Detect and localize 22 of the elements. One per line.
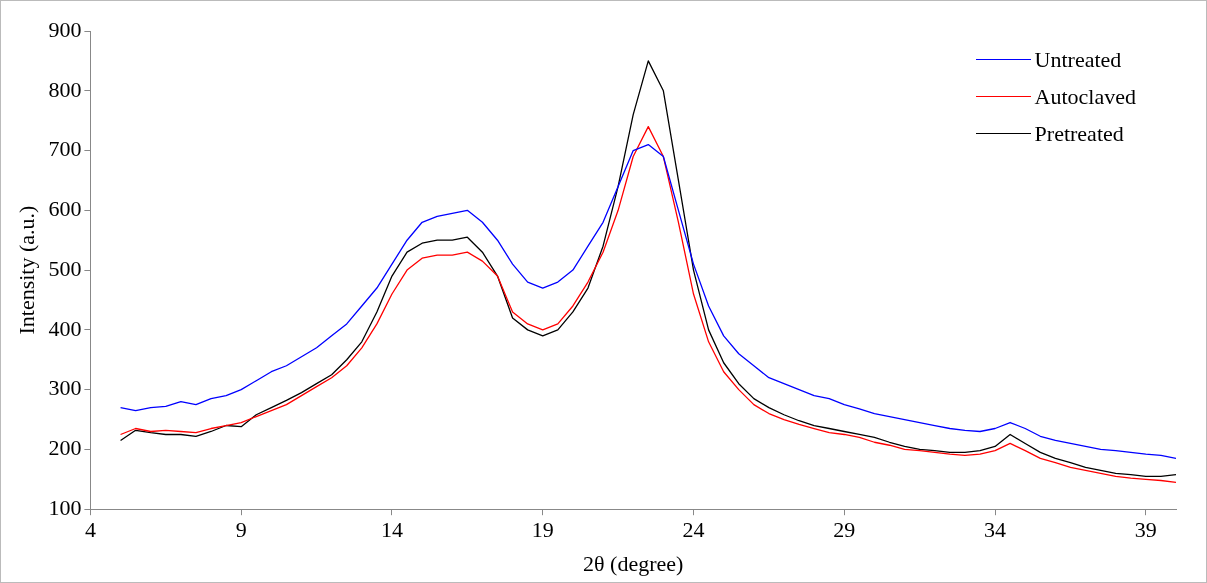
x-tick-label: 24 <box>682 517 705 543</box>
y-tick-label: 900 <box>48 16 82 42</box>
x-axis-title: 2θ (degree) <box>583 550 684 576</box>
x-tick-label: 4 <box>84 517 96 543</box>
legend-label: Autoclaved <box>1034 83 1136 110</box>
legend-label: Untreated <box>1034 46 1122 73</box>
x-tick-label: 9 <box>235 517 247 543</box>
x-tick-label: 39 <box>1134 517 1157 543</box>
y-tick-label: 500 <box>48 255 82 281</box>
y-tick-label: 200 <box>48 435 82 461</box>
y-tick-label: 400 <box>48 315 82 341</box>
legend-label: Pretreated <box>1034 120 1124 147</box>
y-tick-label: 300 <box>48 375 82 401</box>
x-tick-label: 14 <box>380 517 403 543</box>
x-tick-label: 19 <box>531 517 554 543</box>
y-tick-label: 100 <box>48 494 82 520</box>
y-axis-title: Intensity (a.u.) <box>13 205 39 335</box>
y-tick-label: 600 <box>48 196 82 222</box>
y-tick-label: 800 <box>48 76 82 102</box>
x-tick-label: 29 <box>833 517 856 543</box>
y-tick-label: 700 <box>48 136 82 162</box>
x-tick-label: 34 <box>984 517 1007 543</box>
